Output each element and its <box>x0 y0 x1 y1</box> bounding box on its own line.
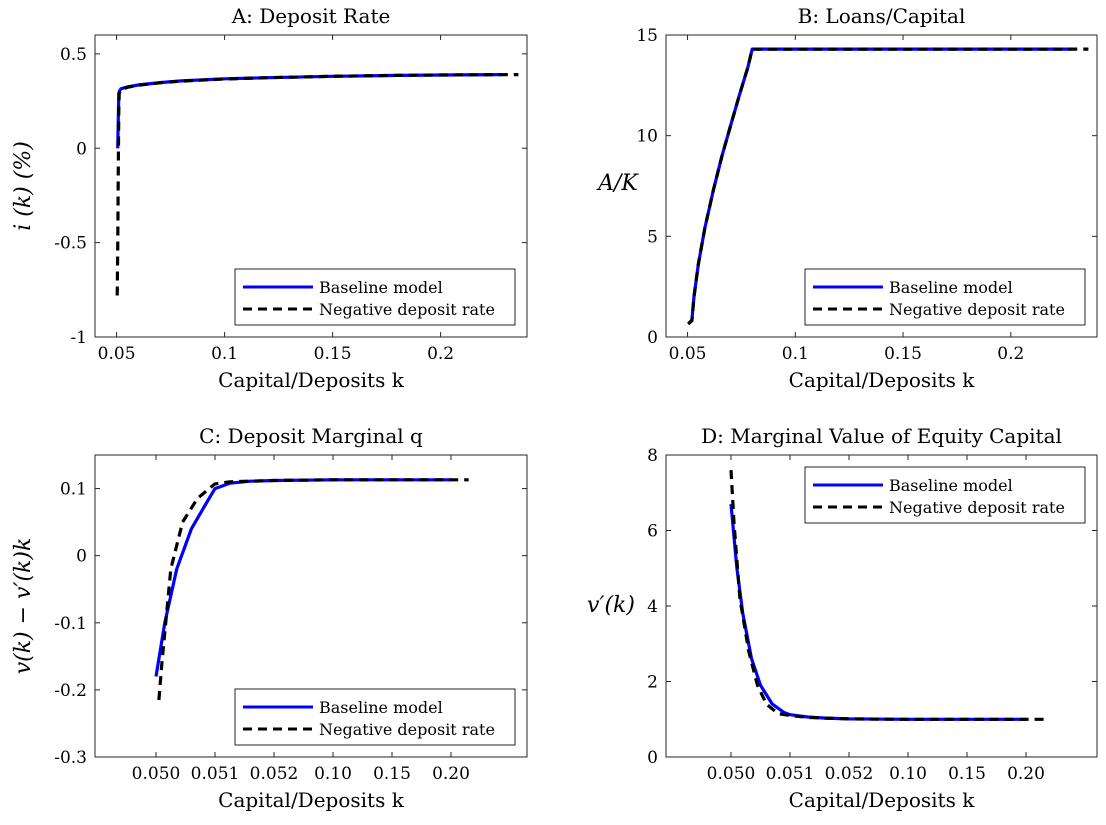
y-axis-label: v′(k) <box>587 593 635 618</box>
x-tick-label: 0.20 <box>432 764 470 784</box>
y-tick-label: 2 <box>647 673 658 693</box>
y-tick-label: 0 <box>76 139 87 159</box>
legend-label-baseline: Baseline model <box>319 698 443 717</box>
legend: Baseline model Negative deposit rate <box>234 268 516 326</box>
series-baseline-line <box>116 73 502 149</box>
y-tick-label: 6 <box>647 522 658 542</box>
y-axis-label: A/K <box>596 171 639 196</box>
chart-title: D: Marginal Value of Equity Capital <box>701 424 1062 448</box>
legend: Baseline model Negative deposit rate <box>804 466 1086 524</box>
x-tick-label: 0.050 <box>132 764 181 784</box>
x-tick-label: 0.051 <box>766 764 815 784</box>
legend-label-baseline: Baseline model <box>889 278 1013 297</box>
x-tick-label: 0.1 <box>782 344 809 364</box>
legend: Baseline model Negative deposit rate <box>234 688 516 746</box>
axes-frame <box>665 34 1098 338</box>
x-tick-label: 0.10 <box>314 764 352 784</box>
x-tick-label: 0.20 <box>1007 764 1045 784</box>
y-tick-label: -0.5 <box>54 234 87 254</box>
x-axis-label: Capital/Deposits k <box>789 788 976 812</box>
x-tick-label: 0.05 <box>669 344 707 364</box>
x-tick-label: 0.15 <box>948 764 986 784</box>
y-tick-label: 0.1 <box>60 480 87 500</box>
x-tick-label: 0.15 <box>884 344 922 364</box>
axes-frame <box>94 34 528 338</box>
chart-panel-d: D: Marginal Value of Equity Capital 0.050… <box>587 424 1098 812</box>
chart-title: A: Deposit Rate <box>231 4 391 28</box>
y-tick-label: -1 <box>70 328 87 348</box>
y-tick-label: 4 <box>647 597 658 617</box>
chart-panel-b: B: Loans/Capital 0.05 0.1 0.15 0.2 0 5 10 15 Capi… <box>596 4 1098 392</box>
y-tick-label: 10 <box>636 127 658 147</box>
axes-frame <box>94 454 528 758</box>
x-tick-label: 0.052 <box>825 764 874 784</box>
y-tick-label: -0.3 <box>54 748 87 768</box>
legend-label-baseline: Baseline model <box>889 476 1013 495</box>
x-tick-label: 0.2 <box>997 344 1024 364</box>
series-negative-rate-line <box>729 470 1044 721</box>
series-baseline-line <box>154 478 451 677</box>
series-baseline-line <box>729 503 1026 721</box>
x-tick-label: 0.15 <box>373 764 411 784</box>
x-tick-label: 0.052 <box>250 764 299 784</box>
y-tick-label: 0 <box>647 328 658 348</box>
y-axis-label: v(k) − v′(k)k <box>11 538 36 675</box>
x-tick-label: 0.050 <box>707 764 756 784</box>
chart-panel-a: A: Deposit Rate 0.05 0.1 0.15 0.2 -1 -0.5 0 0.5 C… <box>11 4 528 392</box>
chart-panel-c: C: Deposit Marginal q0.050 0.051 0.052 0.10… <box>11 424 528 812</box>
x-tick-label: 0.05 <box>98 344 136 364</box>
legend-label-negative-rate: Negative deposit rate <box>889 300 1065 319</box>
x-tick-label: 0.051 <box>191 764 240 784</box>
legend-label-negative-rate: Negative deposit rate <box>319 720 495 739</box>
legend: Baseline model Negative deposit rate <box>804 268 1086 326</box>
y-tick-label: -0.2 <box>54 681 87 701</box>
chart-title: C: Deposit Marginal q <box>199 424 423 448</box>
series-negative-rate-line <box>157 478 469 701</box>
y-tick-label: 0 <box>647 748 658 768</box>
legend-box <box>234 268 516 326</box>
legend-box <box>234 688 516 746</box>
series-negative-rate-line <box>687 47 1089 326</box>
x-tick-label: 0.1 <box>211 344 238 364</box>
y-tick-label: 15 <box>636 26 658 46</box>
x-tick-label: 0.2 <box>427 344 454 364</box>
x-axis-label: Capital/Deposits k <box>789 368 976 392</box>
y-axis-label: i (k) (%) <box>11 141 36 231</box>
chart-title: B: Loans/Capital <box>798 4 966 28</box>
legend-label-baseline: Baseline model <box>319 278 443 297</box>
x-tick-label: 0.10 <box>889 764 927 784</box>
x-tick-label: 0.15 <box>314 344 352 364</box>
legend-box <box>804 268 1086 326</box>
y-tick-label: 8 <box>647 446 658 466</box>
y-tick-label: 0 <box>76 547 87 567</box>
legend-label-negative-rate: Negative deposit rate <box>889 498 1065 517</box>
y-tick-label: 5 <box>647 227 658 247</box>
x-axis-label: Capital/Deposits k <box>218 368 405 392</box>
series-negative-rate-line <box>115 73 519 296</box>
y-tick-label: 0.5 <box>60 45 87 65</box>
x-axis-label: Capital/Deposits k <box>218 788 405 812</box>
y-tick-label: -0.1 <box>54 614 87 634</box>
legend-label-negative-rate: Negative deposit rate <box>319 300 495 319</box>
legend-box <box>804 466 1086 524</box>
